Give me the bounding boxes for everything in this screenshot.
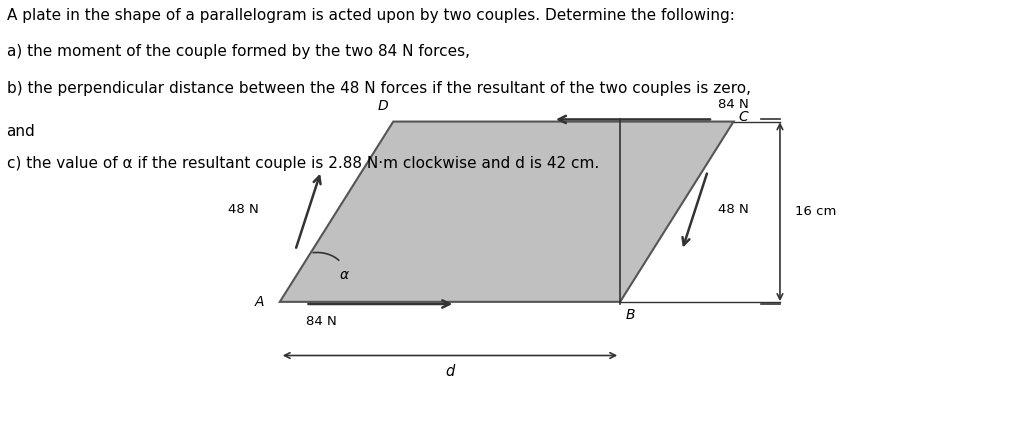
Text: α: α (339, 268, 348, 282)
Text: A: A (254, 295, 265, 309)
Text: a) the moment of the couple formed by the two 84 N forces,: a) the moment of the couple formed by th… (6, 44, 469, 59)
Text: d: d (446, 364, 455, 379)
Text: B: B (626, 308, 635, 322)
Text: 84 N: 84 N (306, 315, 336, 328)
Text: 48 N: 48 N (718, 203, 749, 216)
Text: b) the perpendicular distance between the 48 N forces if the resultant of the tw: b) the perpendicular distance between th… (6, 81, 751, 96)
Text: and: and (6, 124, 35, 139)
Text: C: C (738, 110, 749, 124)
Text: c) the value of α if the resultant couple is 2.88 N·m clockwise and d is 42 cm.: c) the value of α if the resultant coupl… (6, 156, 599, 171)
Text: A plate in the shape of a parallelogram is acted upon by two couples. Determine : A plate in the shape of a parallelogram … (6, 8, 734, 23)
Polygon shape (280, 121, 733, 302)
Text: 16 cm: 16 cm (795, 205, 837, 218)
Text: 48 N: 48 N (229, 203, 260, 216)
Text: 84 N: 84 N (718, 98, 749, 111)
Text: D: D (377, 99, 388, 113)
